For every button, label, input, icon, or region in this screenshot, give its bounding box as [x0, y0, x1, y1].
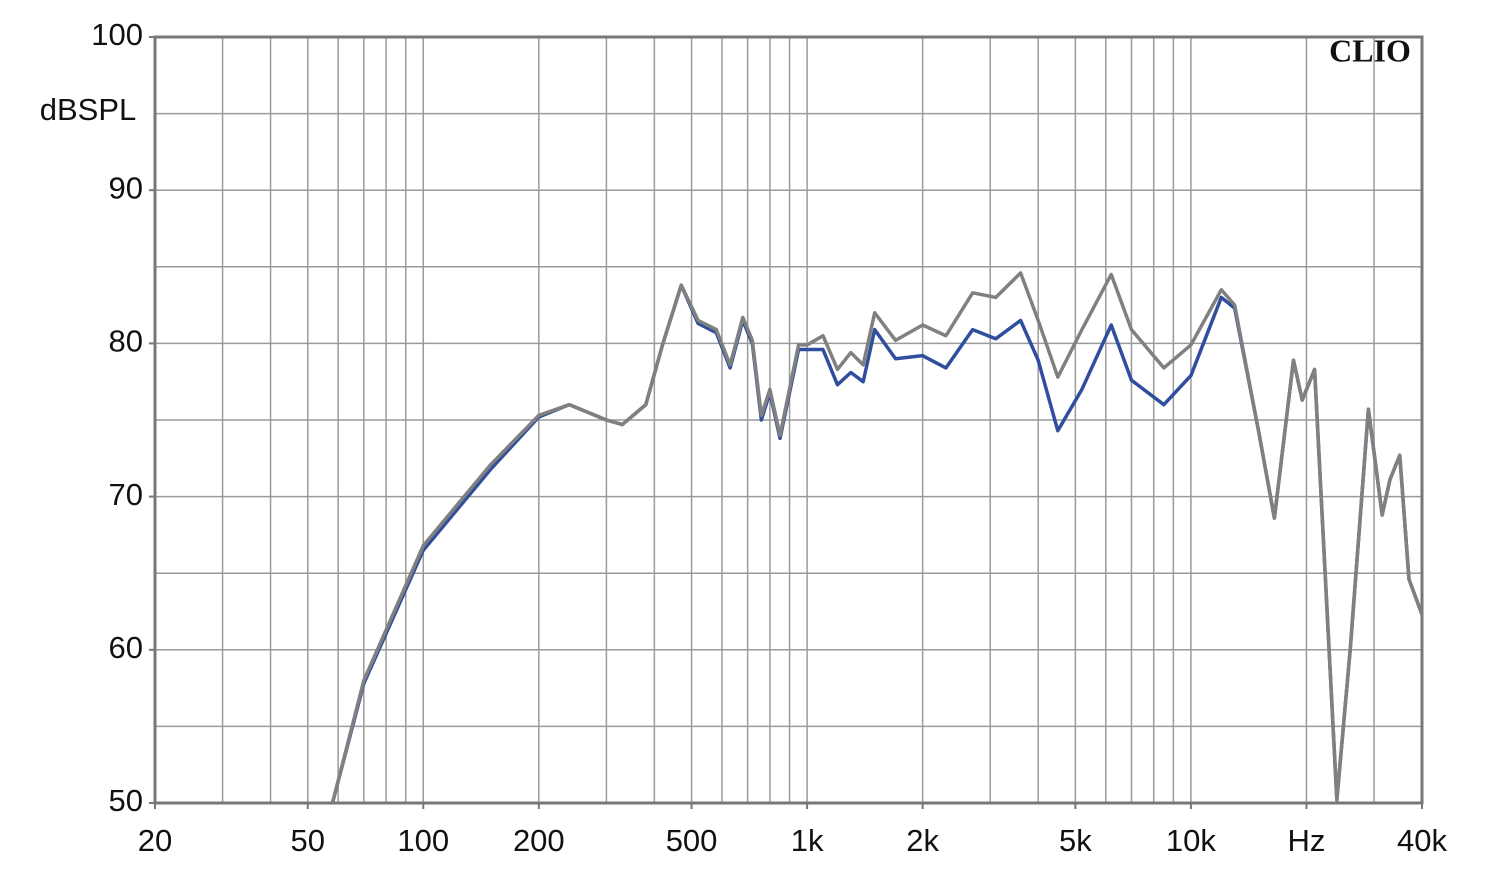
y-tick-label: 100: [91, 17, 143, 52]
x-tick-label: 50: [290, 823, 324, 858]
y-tick-label: 90: [109, 170, 143, 205]
x-tick-label: 100: [397, 823, 449, 858]
response-curve: [330, 271, 1424, 804]
y-tick-label: 60: [109, 630, 143, 665]
response-curve: [330, 283, 1424, 804]
y-tick-label: 70: [109, 477, 143, 512]
x-tick-label: 200: [513, 823, 565, 858]
x-tick-label: 2k: [906, 823, 939, 858]
x-tick-label: 20: [138, 823, 172, 858]
plot-frame: [153, 35, 1424, 805]
x-tick-label: Hz: [1288, 823, 1326, 858]
y-tick-label: 50: [109, 783, 143, 818]
y-axis-label: dBSPL: [40, 92, 137, 127]
x-tick-label: 10k: [1166, 823, 1216, 858]
x-tick-label: 40k: [1397, 823, 1447, 858]
y-tick-label: 80: [109, 324, 143, 359]
x-tick-label: 500: [666, 823, 718, 858]
x-tick-label: 5k: [1059, 823, 1092, 858]
x-tick-label: 1k: [791, 823, 824, 858]
